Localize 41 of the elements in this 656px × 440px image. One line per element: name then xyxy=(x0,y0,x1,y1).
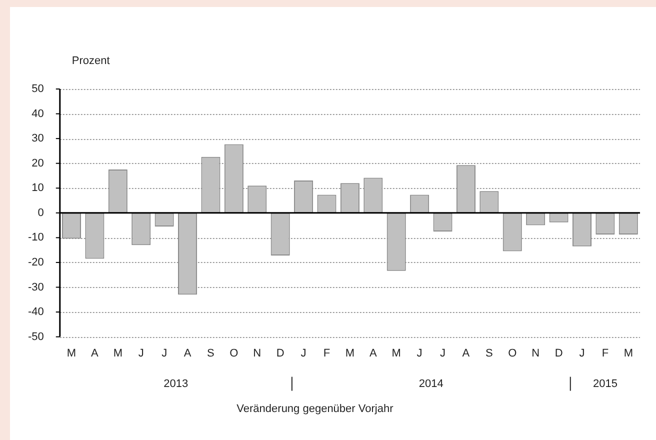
x-tick-label: M xyxy=(66,347,76,360)
y-tick-label: 40 xyxy=(32,108,44,120)
x-tick-label: A xyxy=(369,347,378,360)
x-tick-label: D xyxy=(276,347,284,360)
x-tick-label: M xyxy=(345,347,355,360)
x-tick-label: N xyxy=(532,347,540,360)
x-tick-label: A xyxy=(462,347,470,360)
x-tick-label: M xyxy=(624,347,633,360)
y-tick-label: 10 xyxy=(32,182,44,194)
x-tick-label: N xyxy=(253,347,262,360)
y-tick-label: 30 xyxy=(32,132,44,145)
x-tick-label: F xyxy=(602,347,609,360)
text: 2014 xyxy=(418,378,444,390)
x-tick-label: F xyxy=(323,347,330,360)
y-tick-label: -20 xyxy=(28,256,44,268)
x-axis-title: Veränderung gegenüber Vorjahr xyxy=(236,402,394,415)
y-axis-title: Prozent xyxy=(72,55,110,67)
text: 2013 xyxy=(164,378,188,390)
x-tick-label: J xyxy=(300,347,306,360)
y-tick-label: -10 xyxy=(28,232,44,244)
x-tick-label: S xyxy=(207,347,214,360)
x-tick-label: J xyxy=(162,347,168,360)
y-tick-label: 0 xyxy=(38,206,44,219)
x-tick-label: O xyxy=(230,347,239,360)
x-tick-label: O xyxy=(508,347,518,360)
y-tick-label: 20 xyxy=(32,157,44,170)
y-tick-label: -30 xyxy=(28,281,44,294)
x-tick-label: J xyxy=(440,347,446,360)
y-tick-label: 50 xyxy=(32,83,44,96)
x-tick-label: M xyxy=(392,347,401,360)
x-tick-label: M xyxy=(113,347,122,360)
y-tick-label: -50 xyxy=(28,330,44,343)
x-tick-label: D xyxy=(554,347,563,360)
x-tick-label: J xyxy=(579,347,585,360)
text: 2015 xyxy=(592,378,618,390)
x-tick-label: S xyxy=(486,347,493,360)
y-tick-label: -40 xyxy=(28,306,44,318)
x-tick-label: A xyxy=(91,347,100,360)
x-tick-label: A xyxy=(184,347,192,360)
x-tick-label: J xyxy=(416,347,422,360)
x-tick-label: J xyxy=(138,347,144,360)
